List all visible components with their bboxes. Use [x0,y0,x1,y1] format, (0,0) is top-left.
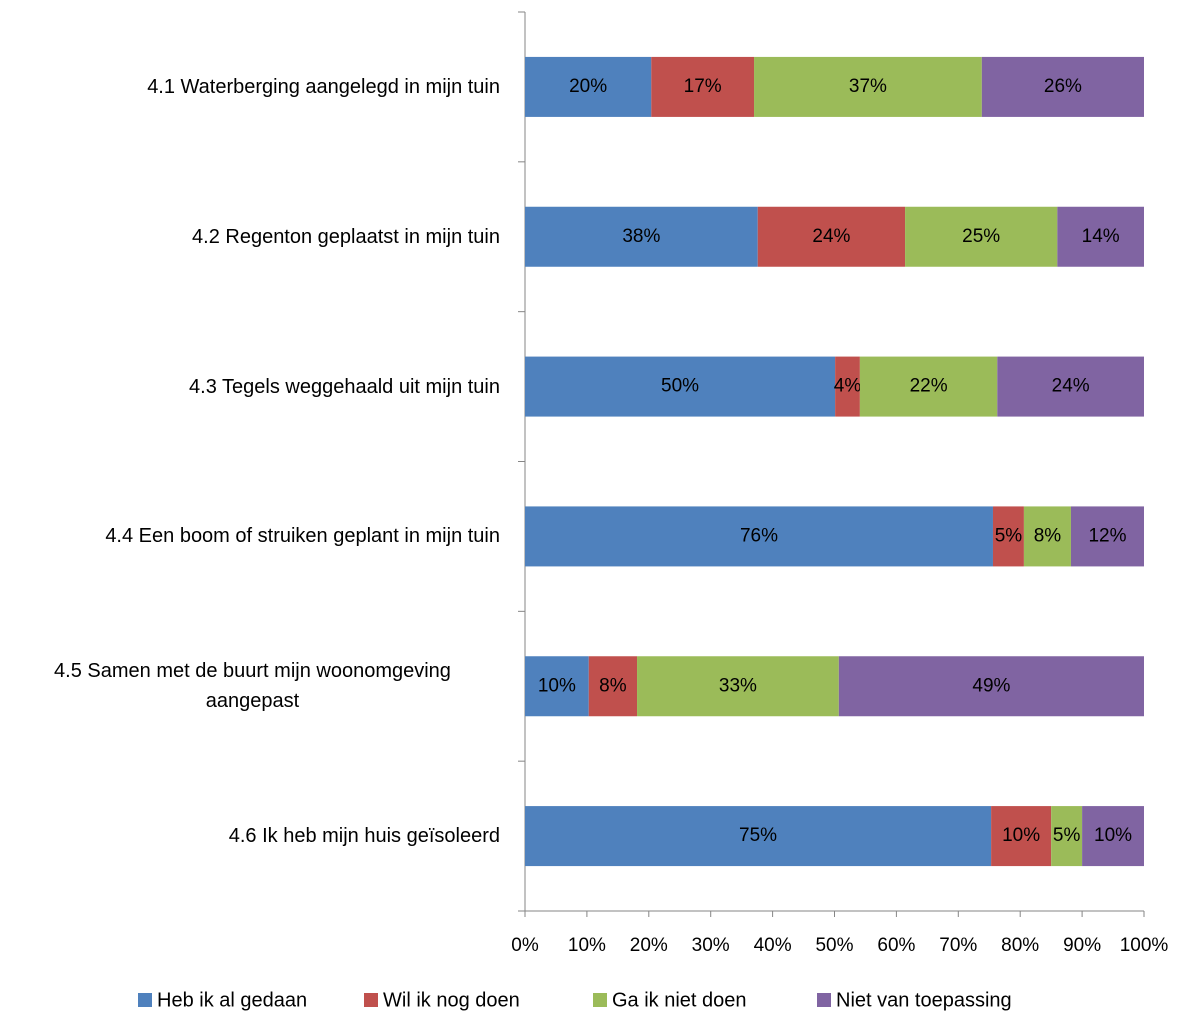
x-tick-label: 80% [1001,935,1039,956]
data-label: 12% [1088,525,1126,546]
bar-segment [1023,506,1071,567]
x-tick-label: 30% [692,935,730,956]
bar-segment [1070,506,1144,567]
data-label: 37% [849,76,887,97]
data-label: 50% [661,376,699,397]
x-tick-label: 90% [1063,935,1101,956]
x-tick-label: 60% [877,935,915,956]
bar-segment [525,56,652,117]
category-label: 4.1 Waterberging aangelegd in mijn tuin [147,75,500,98]
data-label: 5% [995,525,1023,546]
data-label: 8% [599,675,627,696]
category-label: 4.3 Tegels weggehaald uit mijn tuin [189,375,500,398]
bar-segment [838,656,1144,717]
x-tick-label: 50% [815,935,853,956]
x-tick-label: 10% [568,935,606,956]
data-label: 25% [962,226,1000,247]
category-label: 4.6 Ik heb mijn huis geïsoleerd [228,825,500,848]
bar-segment [754,56,982,117]
legend-swatch [817,993,831,1007]
bar-segment [1082,806,1144,867]
data-label: 4% [834,376,862,397]
bar-segment [992,506,1024,567]
legend-swatch [138,993,152,1007]
data-label: 33% [719,675,757,696]
data-label: 17% [684,76,722,97]
bar-segment [997,356,1144,417]
data-label: 22% [910,376,948,397]
data-label: 24% [812,226,850,247]
data-label: 20% [569,76,607,97]
bar-segment [651,56,755,117]
bar-segment [1057,206,1144,267]
bar-segment [835,356,860,417]
bar-segment [525,656,589,717]
bar-segment [905,206,1058,267]
category-label: 4.2 Regenton geplaatst in mijn tuin [192,225,500,248]
category-label: 4.5 Samen met de buurt mijn woonomgeving… [54,660,451,713]
bar-segment [1051,806,1083,867]
bar-segment [991,806,1052,867]
data-label: 10% [1094,825,1132,846]
data-label: 10% [538,675,576,696]
bar-segment [757,206,906,267]
bar-segment [981,56,1144,117]
data-label: 26% [1044,76,1082,97]
data-label: 75% [739,825,777,846]
bar-segment [525,206,758,267]
x-tick-label: 0% [511,935,539,956]
bar-segment [525,806,992,867]
x-tick-label: 20% [630,935,668,956]
legend-label: Ga ik niet doen [612,989,747,1011]
data-label: 8% [1034,525,1062,546]
x-tick-label: 100% [1120,935,1169,956]
bar-segment [525,506,993,567]
bar-segment [859,356,998,417]
x-tick-label: 40% [754,935,792,956]
data-label: 76% [740,525,778,546]
legend-label: Heb ik al gedaan [157,989,307,1011]
legend-swatch [364,993,378,1007]
legend-label: Niet van toepassing [836,989,1012,1011]
category-label: 4.4 Een boom of struiken geplant in mijn… [105,525,500,548]
data-label: 24% [1052,376,1090,397]
legend-swatch [593,993,607,1007]
bar-segment [637,656,839,717]
legend-label: Wil ik nog doen [383,989,520,1011]
data-label: 38% [622,226,660,247]
data-label: 10% [1002,825,1040,846]
data-label: 5% [1053,825,1081,846]
x-tick-label: 70% [939,935,977,956]
data-label: 14% [1082,226,1120,247]
bar-segment [525,356,836,417]
bar-segment [588,656,638,717]
data-label: 49% [972,675,1010,696]
